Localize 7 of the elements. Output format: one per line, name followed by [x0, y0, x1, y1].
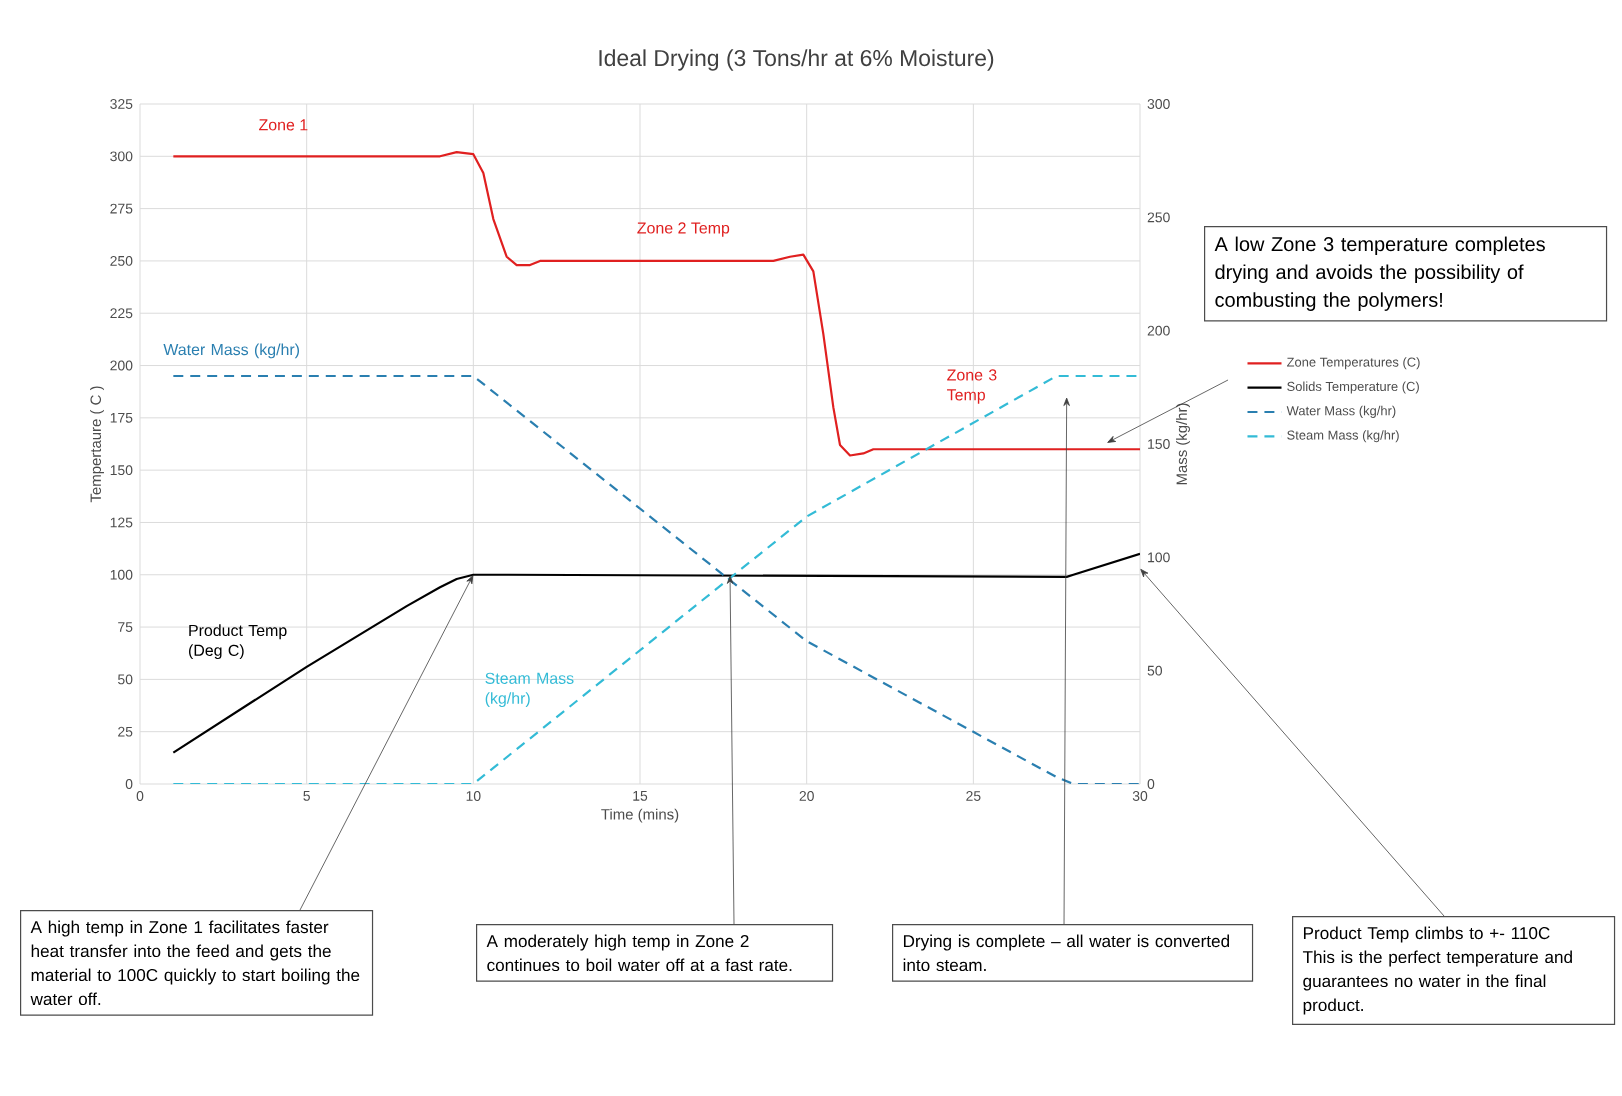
- text: A low Zone 3 temperature completes drying and avoids the possibility of combusting the polymers!: [1214, 236, 1545, 311]
- annotation: A high temp in Zone 1 facilitates faster heat transfer into the feed and gets the material to 100C quickly to start boiling the water off.: [30, 920, 360, 1006]
- text: Product Temp climbs to +- 110C This is the perfect temperature and guarantees no water in the final product.: [1302, 926, 1572, 1015]
- text: Drying is complete – all water is converted into steam.: [903, 934, 1229, 972]
- line-series: [172, 552, 1141, 754]
- annotation: A moderately high temp in Zone 2 continues to boil water off at a fast rate.: [486, 934, 792, 972]
- chart-title: Ideal Drying (3 Tons/hr at 6% Moisture): [599, 49, 994, 71]
